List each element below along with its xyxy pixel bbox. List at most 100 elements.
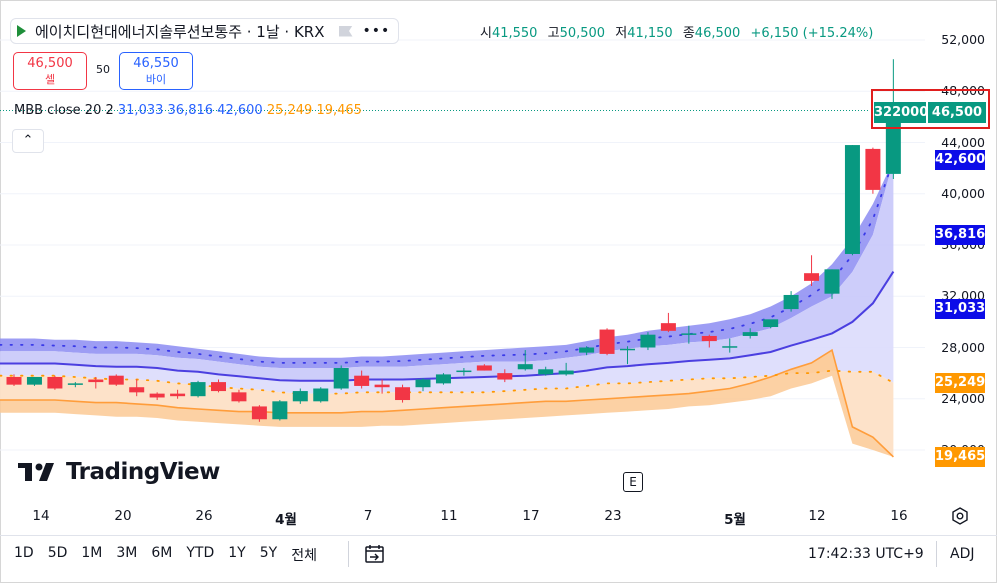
indicator-value: 36,816 xyxy=(167,103,214,118)
candle[interactable] xyxy=(170,389,186,399)
buy-button[interactable]: 46,550 바이 xyxy=(119,52,193,90)
candle[interactable] xyxy=(783,291,799,312)
candle[interactable] xyxy=(313,387,329,403)
range-button[interactable]: 5Y xyxy=(259,545,278,561)
price-axis-label: 44,000 xyxy=(941,134,985,150)
range-button[interactable]: 5D xyxy=(47,545,68,561)
indicator-value: 42,600 xyxy=(217,103,263,118)
candle[interactable] xyxy=(456,368,472,376)
candle[interactable] xyxy=(292,388,308,404)
range-button[interactable]: 1M xyxy=(81,545,103,561)
range-button[interactable]: 전체 xyxy=(291,548,317,564)
range-button[interactable]: YTD xyxy=(186,545,215,561)
date-range-icon[interactable] xyxy=(363,542,387,566)
clock[interactable]: 17:42:33 UTC+9 xyxy=(808,546,924,562)
candle-body xyxy=(170,393,186,397)
candle[interactable] xyxy=(211,379,226,393)
band-upper-outer xyxy=(0,160,894,368)
candle[interactable] xyxy=(435,373,451,385)
indicator-value: 19,465 xyxy=(316,103,362,118)
indicator-legend[interactable]: MBB close 20 2 31,033 36,816 42,600 25,2… xyxy=(14,103,362,118)
candle[interactable] xyxy=(579,346,595,356)
candle[interactable] xyxy=(251,405,267,422)
sell-button[interactable]: 46,500 셀 xyxy=(13,52,87,90)
candle[interactable] xyxy=(6,374,22,386)
symbol-title[interactable]: 에이치디현대에너지솔루션보통주 · 1날 · KRX xyxy=(35,22,325,41)
candle-body xyxy=(599,329,615,354)
candle[interactable] xyxy=(844,145,860,256)
candle-body xyxy=(804,273,820,281)
candle-body xyxy=(415,379,431,388)
candle[interactable] xyxy=(742,328,758,339)
candle[interactable] xyxy=(354,370,370,389)
adj-button[interactable]: ADJ xyxy=(950,546,975,562)
settings-icon[interactable] xyxy=(950,506,970,526)
candle[interactable] xyxy=(660,312,676,333)
candle-body xyxy=(640,334,656,348)
candle[interactable] xyxy=(88,376,104,389)
candle[interactable] xyxy=(681,325,697,344)
middle-dotted-line xyxy=(0,369,895,395)
candle[interactable] xyxy=(599,328,615,356)
candle[interactable] xyxy=(620,346,635,365)
chevron-up-icon[interactable]: ⌃ xyxy=(12,129,44,153)
candle[interactable] xyxy=(415,378,431,392)
price-axis-label: 52,000 xyxy=(941,32,985,47)
candle[interactable] xyxy=(272,400,288,421)
candle-body xyxy=(620,348,635,351)
range-button[interactable]: 6M xyxy=(151,545,173,561)
candle[interactable] xyxy=(722,338,738,353)
candle-body xyxy=(476,365,492,371)
candle-body xyxy=(742,332,758,336)
candle[interactable] xyxy=(640,332,656,351)
candle-body xyxy=(579,347,595,353)
tradingview-logo[interactable]: TradingView xyxy=(18,459,220,485)
price-tag: 19,465 xyxy=(935,446,985,467)
sell-price: 46,500 xyxy=(27,56,73,71)
symbol-legend[interactable]: 에이치디현대에너지솔루션보통주 · 1날 · KRX ••• xyxy=(10,18,400,44)
candle-body xyxy=(88,379,104,383)
candle[interactable] xyxy=(497,369,513,383)
candle[interactable] xyxy=(333,365,349,390)
candle-body xyxy=(558,370,574,375)
candle[interactable] xyxy=(763,319,779,329)
candle[interactable] xyxy=(558,362,574,376)
candle-body xyxy=(333,368,349,389)
ohlc-low-value: 41,150 xyxy=(627,26,673,41)
price-axis-label: 24,000 xyxy=(941,390,985,406)
candle-body xyxy=(6,376,22,385)
indicator-value: 31,033 xyxy=(117,103,164,118)
candle[interactable] xyxy=(67,382,83,388)
range-button[interactable]: 1D xyxy=(14,545,34,561)
band-upper-inner xyxy=(0,160,894,381)
candle[interactable] xyxy=(517,350,533,371)
range-button[interactable]: 1Y xyxy=(228,545,246,561)
candle[interactable] xyxy=(804,255,820,286)
candle-body xyxy=(456,370,472,373)
candle[interactable] xyxy=(374,379,390,394)
candle[interactable] xyxy=(865,147,881,194)
candle[interactable] xyxy=(701,334,717,348)
candle-body xyxy=(26,376,42,385)
candle[interactable] xyxy=(149,392,165,401)
candle[interactable] xyxy=(538,366,554,376)
candle[interactable] xyxy=(47,375,63,390)
candle[interactable] xyxy=(190,380,206,398)
candle[interactable] xyxy=(129,379,145,397)
earnings-badge[interactable]: E xyxy=(623,472,643,492)
candle[interactable] xyxy=(824,269,840,299)
flag-icon[interactable] xyxy=(338,25,353,37)
candle[interactable] xyxy=(231,389,247,403)
candle[interactable] xyxy=(476,364,492,371)
candle-body xyxy=(47,376,63,389)
candle-body xyxy=(251,406,267,420)
range-button[interactable]: 3M xyxy=(116,545,138,561)
candle[interactable] xyxy=(108,374,124,386)
candle[interactable] xyxy=(395,384,411,403)
candle-body xyxy=(374,384,390,388)
time-axis-label: 7 xyxy=(363,508,373,524)
more-icon[interactable]: ••• xyxy=(362,23,391,39)
volume-tag: 322000 xyxy=(874,102,928,123)
candle[interactable] xyxy=(26,376,42,386)
